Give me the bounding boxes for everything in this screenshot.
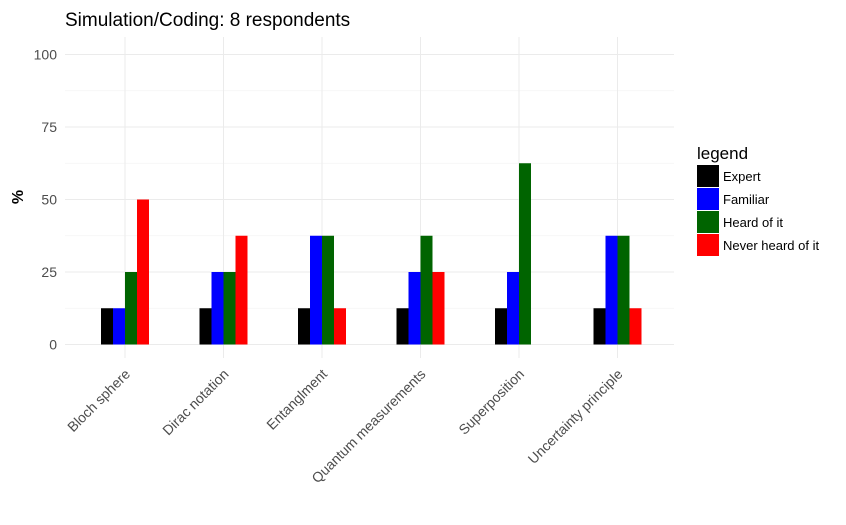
bar	[211, 272, 224, 345]
x-tick-label: Superposition	[455, 366, 527, 438]
legend-swatch	[697, 234, 719, 256]
bar	[617, 235, 630, 345]
x-tick-label: Entanglment	[263, 366, 330, 433]
bar	[235, 235, 248, 345]
y-axis-label: %	[10, 190, 27, 204]
y-tick-label: 0	[49, 337, 57, 353]
bar	[519, 163, 531, 345]
legend-swatch	[697, 165, 719, 187]
legend-entry-label: Never heard of it	[723, 238, 819, 253]
bar	[495, 308, 507, 345]
bar	[113, 308, 125, 345]
x-tick-label: Dirac notation	[159, 366, 231, 438]
y-axis-ticks: 0 25 50 75 100	[34, 47, 58, 353]
bars	[101, 163, 642, 345]
chart-title: Simulation/Coding: 8 respondents	[65, 10, 350, 31]
bar	[199, 308, 212, 345]
x-tick-label: Quantum measurements	[308, 366, 428, 486]
bar	[298, 308, 310, 345]
legend-entry-label: Expert	[723, 169, 761, 184]
legend-swatch	[697, 188, 719, 210]
y-tick-label: 100	[34, 47, 58, 63]
bar	[408, 272, 421, 345]
bar	[593, 308, 606, 345]
x-axis-ticks: Bloch sphere Dirac notation EntanglmentQua…	[64, 366, 626, 486]
x-tick-label: Uncertainty principle	[525, 366, 626, 467]
bar	[605, 235, 618, 345]
bar	[322, 235, 334, 345]
y-tick-label: 75	[41, 119, 57, 135]
bar	[396, 308, 409, 345]
bar	[507, 272, 519, 345]
bar	[629, 308, 642, 345]
bar	[101, 308, 113, 345]
y-tick-label: 50	[41, 192, 57, 208]
legend-items: Expert Familiar Heard of it Never heard of …	[697, 165, 819, 256]
legend-entry-label: Familiar	[723, 192, 770, 207]
legend-title: legend	[697, 144, 748, 163]
bar	[420, 235, 433, 345]
bar	[125, 272, 137, 345]
bar	[223, 272, 236, 345]
legend-entry-label: Heard of it	[723, 215, 783, 230]
grid	[65, 37, 674, 358]
bar	[310, 235, 322, 345]
bar	[432, 272, 445, 345]
legend: legend Expert Familiar Heard of it Never he…	[697, 144, 819, 256]
bar	[334, 308, 346, 345]
bar	[137, 199, 149, 345]
legend-swatch	[697, 211, 719, 233]
y-tick-label: 25	[41, 264, 57, 280]
x-tick-label: Bloch sphere	[64, 366, 133, 435]
